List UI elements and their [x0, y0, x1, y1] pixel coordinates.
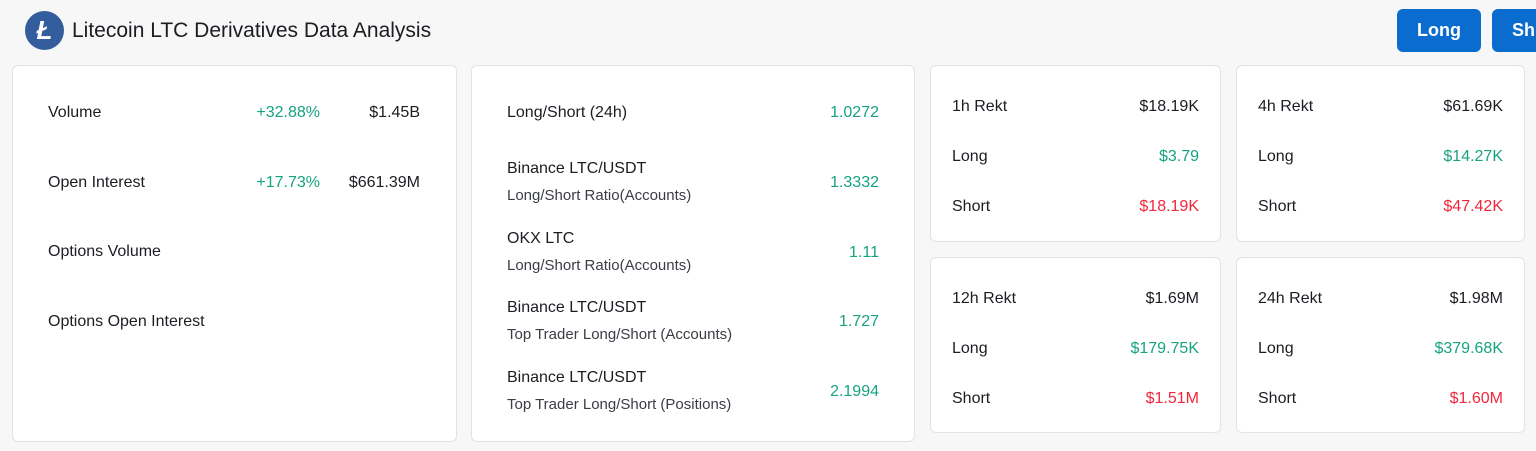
ratios-card: Long/Short (24h) 1.0272 Binance LTC/USDT… — [471, 65, 915, 442]
rekt-value: $14.27K — [1443, 148, 1503, 165]
rekt-label: Short — [952, 198, 991, 215]
ratio-value: 1.3332 — [830, 174, 879, 191]
rekt-label: Long — [1258, 148, 1294, 165]
rekt-value: $1.69M — [1145, 290, 1199, 307]
rekt-label: 1h Rekt — [952, 98, 1008, 115]
ratio-exchange: Binance LTC/USDT — [507, 299, 647, 317]
short-button[interactable]: Sh — [1492, 9, 1536, 52]
ratio-value: 1.0272 — [830, 104, 879, 121]
rekt-label: Short — [1258, 390, 1297, 407]
rekt-card-24h: 24h Rekt $1.98M Long $379.68K Short $1.6… — [1236, 257, 1525, 433]
rekt-label: Long — [952, 340, 988, 357]
rekt-label: Long — [952, 148, 988, 165]
page-header: Ł Litecoin LTC Derivatives Data Analysis — [25, 11, 431, 50]
rekt-value: $61.69K — [1443, 98, 1503, 115]
rekt-value: $379.68K — [1434, 340, 1503, 357]
page-title: Litecoin LTC Derivatives Data Analysis — [72, 18, 432, 42]
metric-change: +32.88% — [256, 104, 320, 121]
rekt-card-12h: 12h Rekt $1.69M Long $179.75K Short $1.5… — [930, 257, 1221, 433]
ratio-label: Binance LTC/USDT Long/Short Ratio(Account… — [507, 160, 691, 204]
ratio-value: 2.1994 — [830, 383, 879, 401]
ratio-exchange: OKX LTC — [507, 229, 575, 247]
metric-value: $661.39M — [348, 173, 420, 191]
metric-change: +17.73% — [256, 173, 320, 191]
litecoin-logo-icon: Ł — [25, 11, 64, 50]
ratio-label: Long/Short (24h) — [507, 104, 627, 122]
ratio-type: Top Trader Long/Short (Accounts) — [507, 326, 733, 344]
metric-value: $1.45B — [369, 104, 420, 121]
ratio-label: Binance LTC/USDT Top Trader Long/Short (A… — [507, 299, 732, 343]
ratio-exchange: Long/Short (24h) — [507, 104, 628, 121]
rekt-value: $18.19K — [1139, 198, 1199, 215]
rekt-value: $1.60M — [1449, 390, 1503, 407]
ratio-type: Long/Short Ratio(Accounts) — [507, 256, 692, 274]
rekt-label: Short — [1258, 198, 1297, 215]
rekt-value: $47.42K — [1443, 198, 1503, 215]
rekt-label: 4h Rekt — [1258, 98, 1314, 115]
rekt-label: 24h Rekt — [1258, 290, 1323, 307]
rekt-value: $3.79 — [1158, 148, 1199, 165]
rekt-value: $1.51M — [1145, 390, 1199, 407]
ratio-value: 1.11 — [849, 243, 879, 261]
rekt-label: Long — [1258, 340, 1294, 357]
rekt-value: $179.75K — [1130, 340, 1199, 357]
ratio-type: Top Trader Long/Short (Positions) — [507, 396, 732, 414]
rekt-label: 12h Rekt — [952, 290, 1017, 307]
ratio-value: 1.727 — [838, 313, 879, 331]
rekt-value: $18.19K — [1139, 98, 1199, 115]
rekt-card-1h: 1h Rekt $18.19K Long $3.79 Short $18.19K — [930, 65, 1221, 242]
ratio-label: OKX LTC Long/Short Ratio(Accounts) — [507, 230, 691, 274]
metric-label: Open Interest — [48, 173, 145, 191]
rekt-label: Short — [952, 390, 991, 407]
ratio-label: Binance LTC/USDT Top Trader Long/Short (P… — [507, 369, 731, 413]
ratio-exchange: Binance LTC/USDT — [507, 369, 647, 387]
rekt-card-4h: 4h Rekt $61.69K Long $14.27K Short $47.4… — [1236, 65, 1525, 242]
metric-label: Volume — [48, 104, 102, 121]
ratio-type: Long/Short Ratio(Accounts) — [507, 187, 692, 204]
long-button[interactable]: Long — [1397, 9, 1481, 52]
metric-label: Options Open Interest — [48, 312, 205, 330]
metric-label: Options Volume — [48, 243, 161, 260]
ratio-exchange: Binance LTC/USDT — [507, 160, 647, 177]
rekt-value: $1.98M — [1449, 290, 1503, 307]
overview-card: Volume +32.88% $1.45B Open Interest +17.… — [12, 65, 457, 442]
